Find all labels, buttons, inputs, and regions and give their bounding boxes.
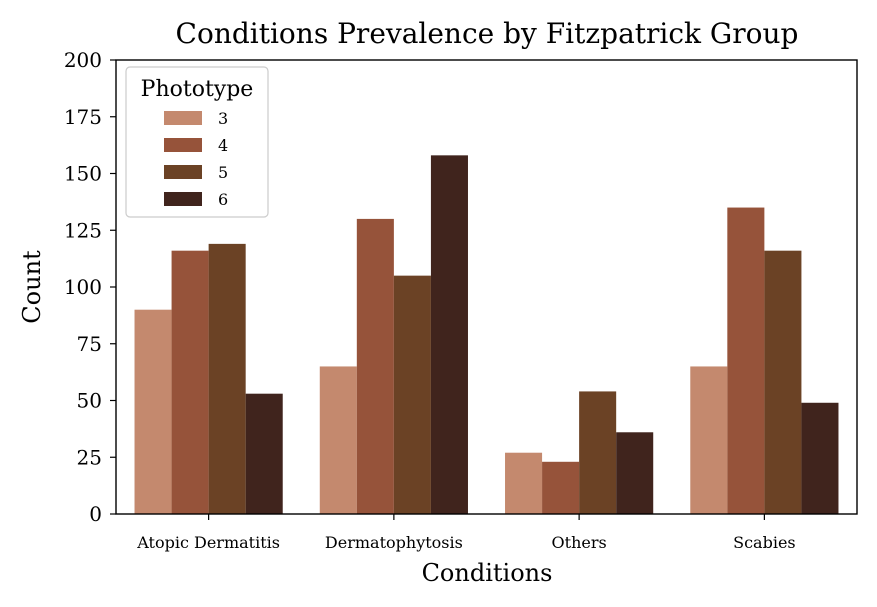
bar-others-phototype-3 — [505, 452, 543, 514]
y-tick-label: 100 — [64, 275, 102, 299]
bar-atopic-dermatitis-phototype-4 — [171, 250, 209, 514]
legend-label-6: 6 — [218, 190, 228, 209]
legend-title: Phototype — [141, 77, 254, 102]
legend-label-4: 4 — [218, 136, 228, 155]
bar-dermatophytosis-phototype-3 — [319, 366, 357, 514]
legend-swatch-4 — [164, 138, 202, 152]
y-tick-label: 200 — [64, 48, 102, 72]
bar-atopic-dermatitis-phototype-6 — [245, 393, 283, 514]
x-tick-label: Scabies — [733, 533, 796, 552]
axes-layer: Atopic Dermatitis Dermatophytosis Others Sc… — [64, 48, 858, 552]
x-axis-label: Conditions — [422, 559, 553, 587]
bar-scabies-phototype-3 — [690, 366, 728, 514]
bar-dermatophytosis-phototype-4 — [356, 218, 394, 514]
bar-dermatophytosis-phototype-5 — [393, 275, 431, 514]
bar-scabies-phototype-4 — [727, 207, 765, 515]
legend-label-3: 3 — [218, 109, 228, 128]
chart-title: Conditions Prevalence by Fitzpatrick Gro… — [176, 17, 799, 50]
bar-others-phototype-4 — [542, 461, 580, 514]
y-tick-label: 175 — [64, 105, 102, 129]
bar-others-phototype-5 — [579, 391, 617, 514]
legend-swatch-3 — [164, 111, 202, 125]
bars-layer — [134, 155, 839, 515]
y-tick-label: 25 — [77, 445, 102, 469]
legend-swatch-6 — [164, 192, 202, 206]
bar-atopic-dermatitis-phototype-5 — [208, 243, 246, 514]
bar-dermatophytosis-phototype-6 — [430, 155, 468, 514]
bar-scabies-phototype-6 — [801, 402, 839, 514]
y-tick-label: 150 — [64, 162, 102, 186]
bar-others-phototype-6 — [616, 432, 654, 514]
y-tick-label: 0 — [89, 502, 102, 526]
x-tick-label: Atopic Dermatitis — [136, 533, 280, 552]
x-tick-label: Others — [552, 533, 607, 552]
y-tick-label: 50 — [77, 389, 102, 413]
y-tick-label: 75 — [77, 332, 102, 356]
legend-label-5: 5 — [218, 163, 228, 182]
x-tick-label: Dermatophytosis — [325, 533, 463, 552]
bar-atopic-dermatitis-phototype-3 — [134, 309, 172, 514]
y-tick-label: 125 — [64, 218, 102, 242]
legend-swatch-5 — [164, 165, 202, 179]
legend: Phototype 3 4 5 6 — [125, 66, 269, 218]
bar-scabies-phototype-5 — [764, 250, 802, 514]
y-axis-label: Count — [18, 250, 46, 324]
